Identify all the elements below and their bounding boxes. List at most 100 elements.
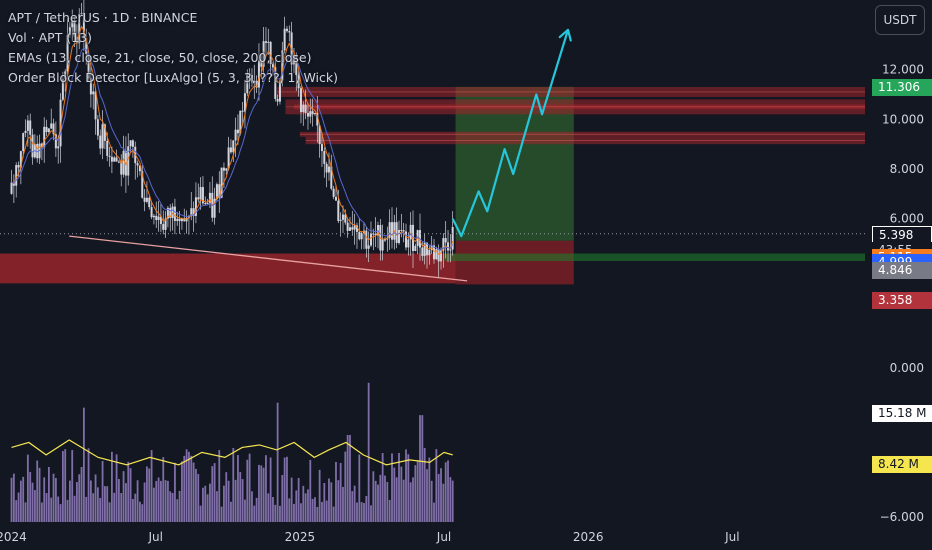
candle-body: [80, 12, 83, 14]
candle-body: [355, 225, 358, 232]
candle-body: [421, 247, 424, 256]
volume-bar: [253, 505, 256, 522]
volume-bar: [325, 500, 328, 522]
volume-bar: [82, 407, 85, 522]
candle-body: [129, 140, 132, 147]
volume-bar: [363, 503, 365, 522]
candle-body: [31, 134, 34, 158]
volume-bar: [444, 462, 447, 522]
volume-bar: [344, 451, 347, 522]
candle-body: [236, 129, 239, 134]
x-tick-label: 2024: [0, 530, 27, 544]
volume-bar: [155, 480, 158, 522]
volume-bar: [157, 477, 160, 522]
volume-bar: [297, 477, 300, 522]
volume-bar: [442, 483, 445, 522]
candle-body: [78, 13, 81, 44]
volume-bar: [318, 469, 321, 522]
drawings[interactable]: [0, 28, 865, 282]
candle-body: [68, 27, 71, 36]
volume-bar: [24, 502, 27, 522]
candle-body: [451, 227, 454, 250]
volume-bar: [435, 449, 438, 522]
candle-body: [173, 206, 176, 221]
candle-body: [330, 166, 333, 189]
candle-body: [372, 233, 375, 235]
order-block-indicator-label[interactable]: Order Block Detector [LuxAlgo] (5, 3, 3,…: [8, 70, 338, 85]
volume-bar: [374, 480, 377, 522]
candle-body: [243, 93, 246, 112]
volume-bar: [26, 454, 29, 522]
candle-body: [323, 151, 326, 164]
candle-body: [313, 113, 316, 115]
symbol-title[interactable]: APT / TetherUS · 1D · BINANCE: [8, 10, 198, 25]
candle-body: [260, 60, 263, 67]
volume-bar: [288, 498, 291, 522]
volume-bar: [199, 505, 202, 522]
volume-bar: [129, 468, 132, 522]
volume-bar: [190, 455, 193, 522]
volume-bar: [45, 493, 48, 522]
candle-body: [213, 198, 216, 218]
volume-ma-line: [11, 439, 453, 466]
volume-bar: [209, 483, 211, 522]
candle-body: [390, 222, 393, 240]
volume-indicator-label[interactable]: Vol · APT (13): [8, 30, 92, 45]
candle-body: [101, 124, 104, 149]
volume-bar: [405, 449, 407, 522]
volume-bar: [398, 453, 400, 522]
volume-bar: [421, 415, 424, 522]
volume-bar: [309, 459, 312, 522]
candle-body: [327, 166, 330, 173]
volume-bar: [75, 482, 78, 522]
volume-bar: [66, 499, 69, 522]
volume-bar: [258, 464, 260, 522]
candle-body: [87, 53, 90, 79]
currency-button[interactable]: USDT: [875, 5, 925, 35]
volume-bar: [167, 480, 169, 522]
volume-bar: [246, 459, 249, 522]
candle-body: [115, 157, 118, 162]
volume-bar: [232, 447, 235, 522]
candle-body: [447, 242, 450, 251]
ema-indicator-label[interactable]: EMAs (13, close, 21, close, 50, close, 2…: [8, 50, 312, 65]
candle-body: [108, 155, 111, 157]
candle-body: [227, 147, 230, 169]
volume-bar: [265, 455, 267, 522]
volume-bar: [337, 480, 340, 522]
candle-body: [334, 196, 337, 201]
candle-body: [143, 197, 146, 202]
volume-bar: [255, 497, 258, 522]
candle-body: [278, 80, 281, 102]
volume-bar: [36, 460, 39, 522]
volume-bar: [132, 498, 134, 522]
candle-body: [110, 156, 113, 162]
volume-bar: [430, 480, 433, 522]
volume-bar: [61, 451, 64, 522]
candle-body: [15, 165, 18, 186]
volume-bar: [148, 468, 151, 522]
candle-body: [253, 80, 256, 83]
candle-body: [138, 165, 141, 172]
candle-body: [395, 222, 398, 244]
candle-body: [36, 143, 39, 159]
volume-bar: [143, 482, 146, 522]
volume-bar: [216, 491, 218, 522]
volume-bar: [321, 501, 323, 522]
x-tick-label: Jul: [436, 530, 451, 544]
candle-body: [325, 163, 328, 173]
volume-bar: [15, 500, 18, 522]
volume-bar: [365, 495, 368, 522]
volume-bar: [171, 492, 174, 522]
volume-bar: [360, 502, 363, 522]
price-tag: 15.18 M: [872, 404, 932, 422]
volume-bar: [80, 467, 83, 522]
volume-bar: [96, 487, 99, 522]
volume-bar: [71, 450, 74, 522]
volume-bar: [295, 490, 298, 522]
candle-body: [271, 64, 274, 68]
volume-bar: [244, 499, 246, 522]
volume-bar: [311, 498, 314, 522]
volume-bar: [230, 501, 232, 522]
volume-bar: [127, 461, 130, 522]
